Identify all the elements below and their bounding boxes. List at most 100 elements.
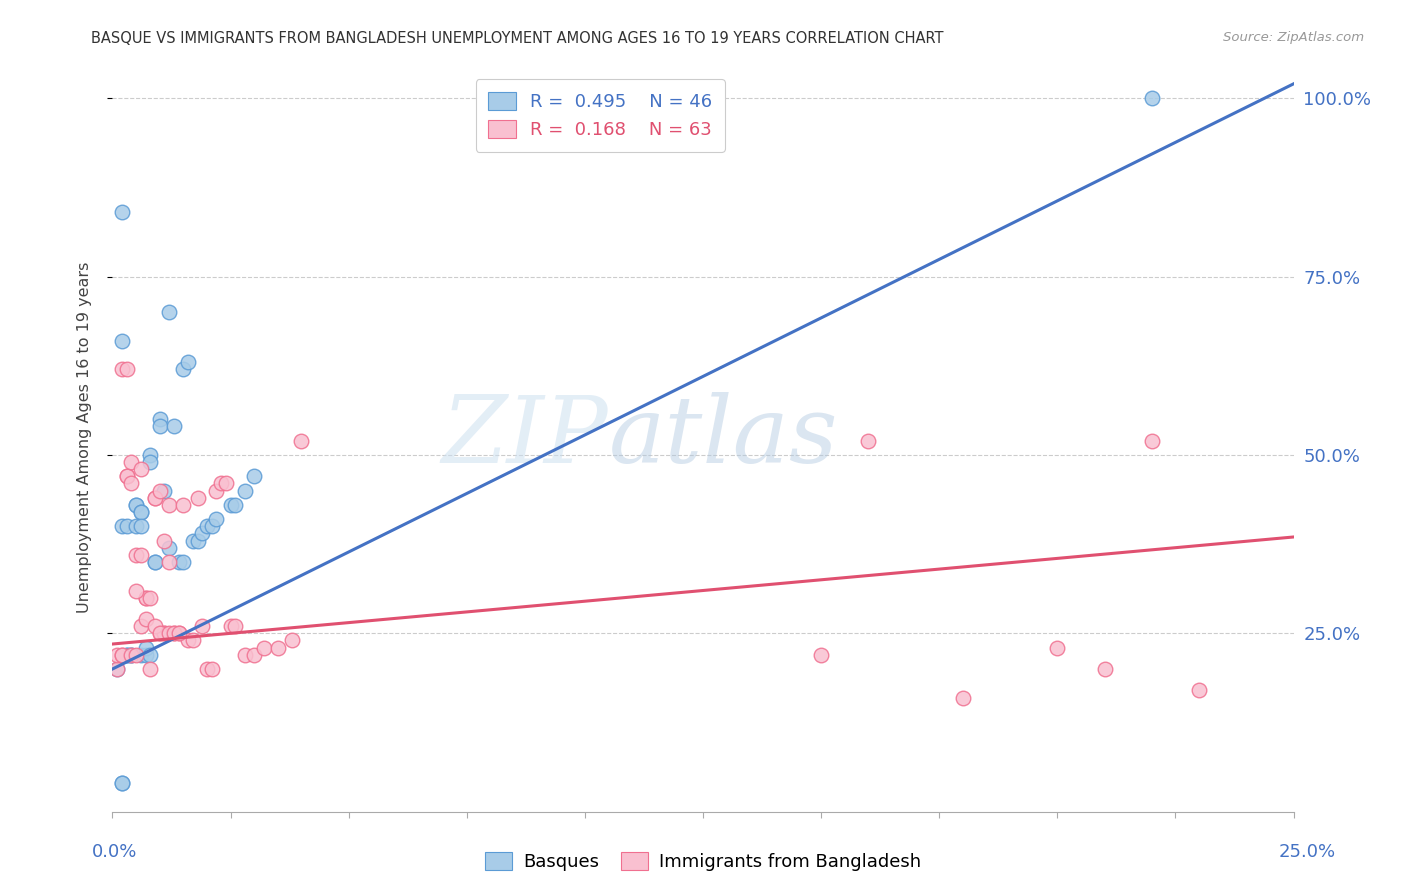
Point xyxy=(209,476,232,491)
Point xyxy=(135,591,157,605)
Point xyxy=(143,491,166,505)
Point xyxy=(129,519,152,533)
Point xyxy=(157,541,180,555)
Point xyxy=(1140,434,1163,448)
Point xyxy=(115,648,138,662)
Text: 25.0%: 25.0% xyxy=(1278,843,1336,861)
Point xyxy=(267,640,290,655)
Y-axis label: Unemployment Among Ages 16 to 19 years: Unemployment Among Ages 16 to 19 years xyxy=(77,261,91,613)
Point xyxy=(810,648,832,662)
Point xyxy=(125,498,148,512)
Point xyxy=(149,626,172,640)
Point xyxy=(157,555,180,569)
Point xyxy=(1046,640,1069,655)
Point xyxy=(135,591,157,605)
Point xyxy=(167,626,190,640)
Point xyxy=(105,648,128,662)
Point xyxy=(858,434,880,448)
Point xyxy=(153,626,176,640)
Point xyxy=(163,419,186,434)
Point xyxy=(149,419,172,434)
Point xyxy=(219,619,242,633)
Point xyxy=(186,491,208,505)
Point xyxy=(201,519,224,533)
Point xyxy=(215,476,238,491)
Point xyxy=(111,205,134,219)
Point xyxy=(129,619,152,633)
Point xyxy=(115,469,138,483)
Point xyxy=(125,583,148,598)
Point xyxy=(181,633,204,648)
Point xyxy=(1094,662,1116,676)
Point xyxy=(120,648,142,662)
Point xyxy=(201,662,224,676)
Point xyxy=(129,548,152,562)
Point xyxy=(195,662,218,676)
Point xyxy=(290,434,312,448)
Point xyxy=(172,362,194,376)
Point xyxy=(186,533,208,548)
Point xyxy=(111,648,134,662)
Point xyxy=(143,619,166,633)
Point xyxy=(105,662,128,676)
Point xyxy=(125,548,148,562)
Point xyxy=(181,533,204,548)
Point xyxy=(219,498,242,512)
Point xyxy=(281,633,304,648)
Point xyxy=(153,533,176,548)
Point xyxy=(153,483,176,498)
Point xyxy=(167,626,190,640)
Point xyxy=(191,526,214,541)
Point xyxy=(120,648,142,662)
Point xyxy=(143,555,166,569)
Point xyxy=(135,640,157,655)
Point xyxy=(111,776,134,790)
Point xyxy=(243,648,266,662)
Point xyxy=(205,483,228,498)
Point xyxy=(111,776,134,790)
Point xyxy=(125,498,148,512)
Point xyxy=(111,519,134,533)
Point xyxy=(139,448,162,462)
Point xyxy=(163,626,186,640)
Point xyxy=(172,498,194,512)
Point xyxy=(143,491,166,505)
Point xyxy=(139,591,162,605)
Point xyxy=(135,648,157,662)
Text: 0.0%: 0.0% xyxy=(91,843,136,861)
Point xyxy=(149,412,172,426)
Point xyxy=(115,648,138,662)
Point xyxy=(129,505,152,519)
Point xyxy=(149,483,172,498)
Point xyxy=(111,334,134,348)
Point xyxy=(120,476,142,491)
Point xyxy=(125,519,148,533)
Point xyxy=(115,519,138,533)
Point xyxy=(157,498,180,512)
Point xyxy=(243,469,266,483)
Point xyxy=(139,662,162,676)
Point xyxy=(129,505,152,519)
Point xyxy=(1140,91,1163,105)
Point xyxy=(125,648,148,662)
Point xyxy=(139,455,162,469)
Point xyxy=(253,640,276,655)
Point xyxy=(233,648,256,662)
Point xyxy=(205,512,228,526)
Legend: R =  0.495    N = 46, R =  0.168    N = 63: R = 0.495 N = 46, R = 0.168 N = 63 xyxy=(475,79,724,152)
Point xyxy=(952,690,974,705)
Point xyxy=(143,555,166,569)
Point xyxy=(1188,683,1211,698)
Point xyxy=(191,619,214,633)
Point xyxy=(233,483,256,498)
Point xyxy=(167,555,190,569)
Point xyxy=(115,469,138,483)
Point xyxy=(120,648,142,662)
Text: BASQUE VS IMMIGRANTS FROM BANGLADESH UNEMPLOYMENT AMONG AGES 16 TO 19 YEARS CORR: BASQUE VS IMMIGRANTS FROM BANGLADESH UNE… xyxy=(91,31,943,46)
Text: atlas: atlas xyxy=(609,392,838,482)
Text: Source: ZipAtlas.com: Source: ZipAtlas.com xyxy=(1223,31,1364,45)
Text: ZIP: ZIP xyxy=(441,392,609,482)
Point xyxy=(111,648,134,662)
Point xyxy=(129,648,152,662)
Point xyxy=(120,455,142,469)
